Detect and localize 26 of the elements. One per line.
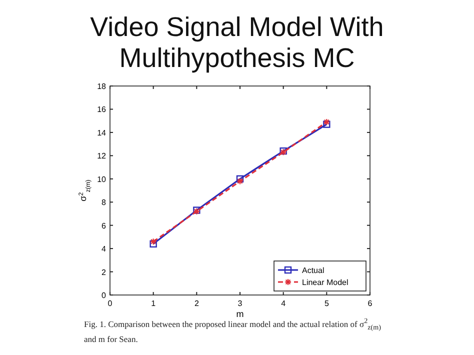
y-tick-label: 2 <box>102 268 107 277</box>
point <box>236 175 244 182</box>
y-tick-label: 6 <box>102 221 107 230</box>
point <box>323 120 330 128</box>
legend-label: Actual <box>302 266 324 275</box>
y-tick-label: 18 <box>97 82 107 91</box>
x-axis-title: m <box>236 309 244 319</box>
x-tick-label: 5 <box>324 299 330 308</box>
x-tick-label: 1 <box>151 299 156 308</box>
x-tick-label: 2 <box>194 299 200 308</box>
legend-label: Linear Model <box>302 278 348 287</box>
x-tick-label: 3 <box>238 299 243 308</box>
y-tick-label: 14 <box>97 128 107 138</box>
y-tick-label: 10 <box>97 174 107 184</box>
y-tick-label: 16 <box>97 105 107 114</box>
x-tick-label: 4 <box>281 299 286 308</box>
chart-title: Video Signal Model With Multihypothesis MC <box>89 12 385 74</box>
x-tick-label: 0 <box>108 299 113 308</box>
point <box>323 118 330 126</box>
y-tick-label: 4 <box>102 244 107 254</box>
y-tick-label: 8 <box>102 198 107 208</box>
x-tick-label: 6 <box>368 299 373 308</box>
point <box>236 178 244 185</box>
y-tick-label: 12 <box>97 152 107 161</box>
point <box>150 240 157 248</box>
y-tick-label: 0 <box>102 291 107 300</box>
